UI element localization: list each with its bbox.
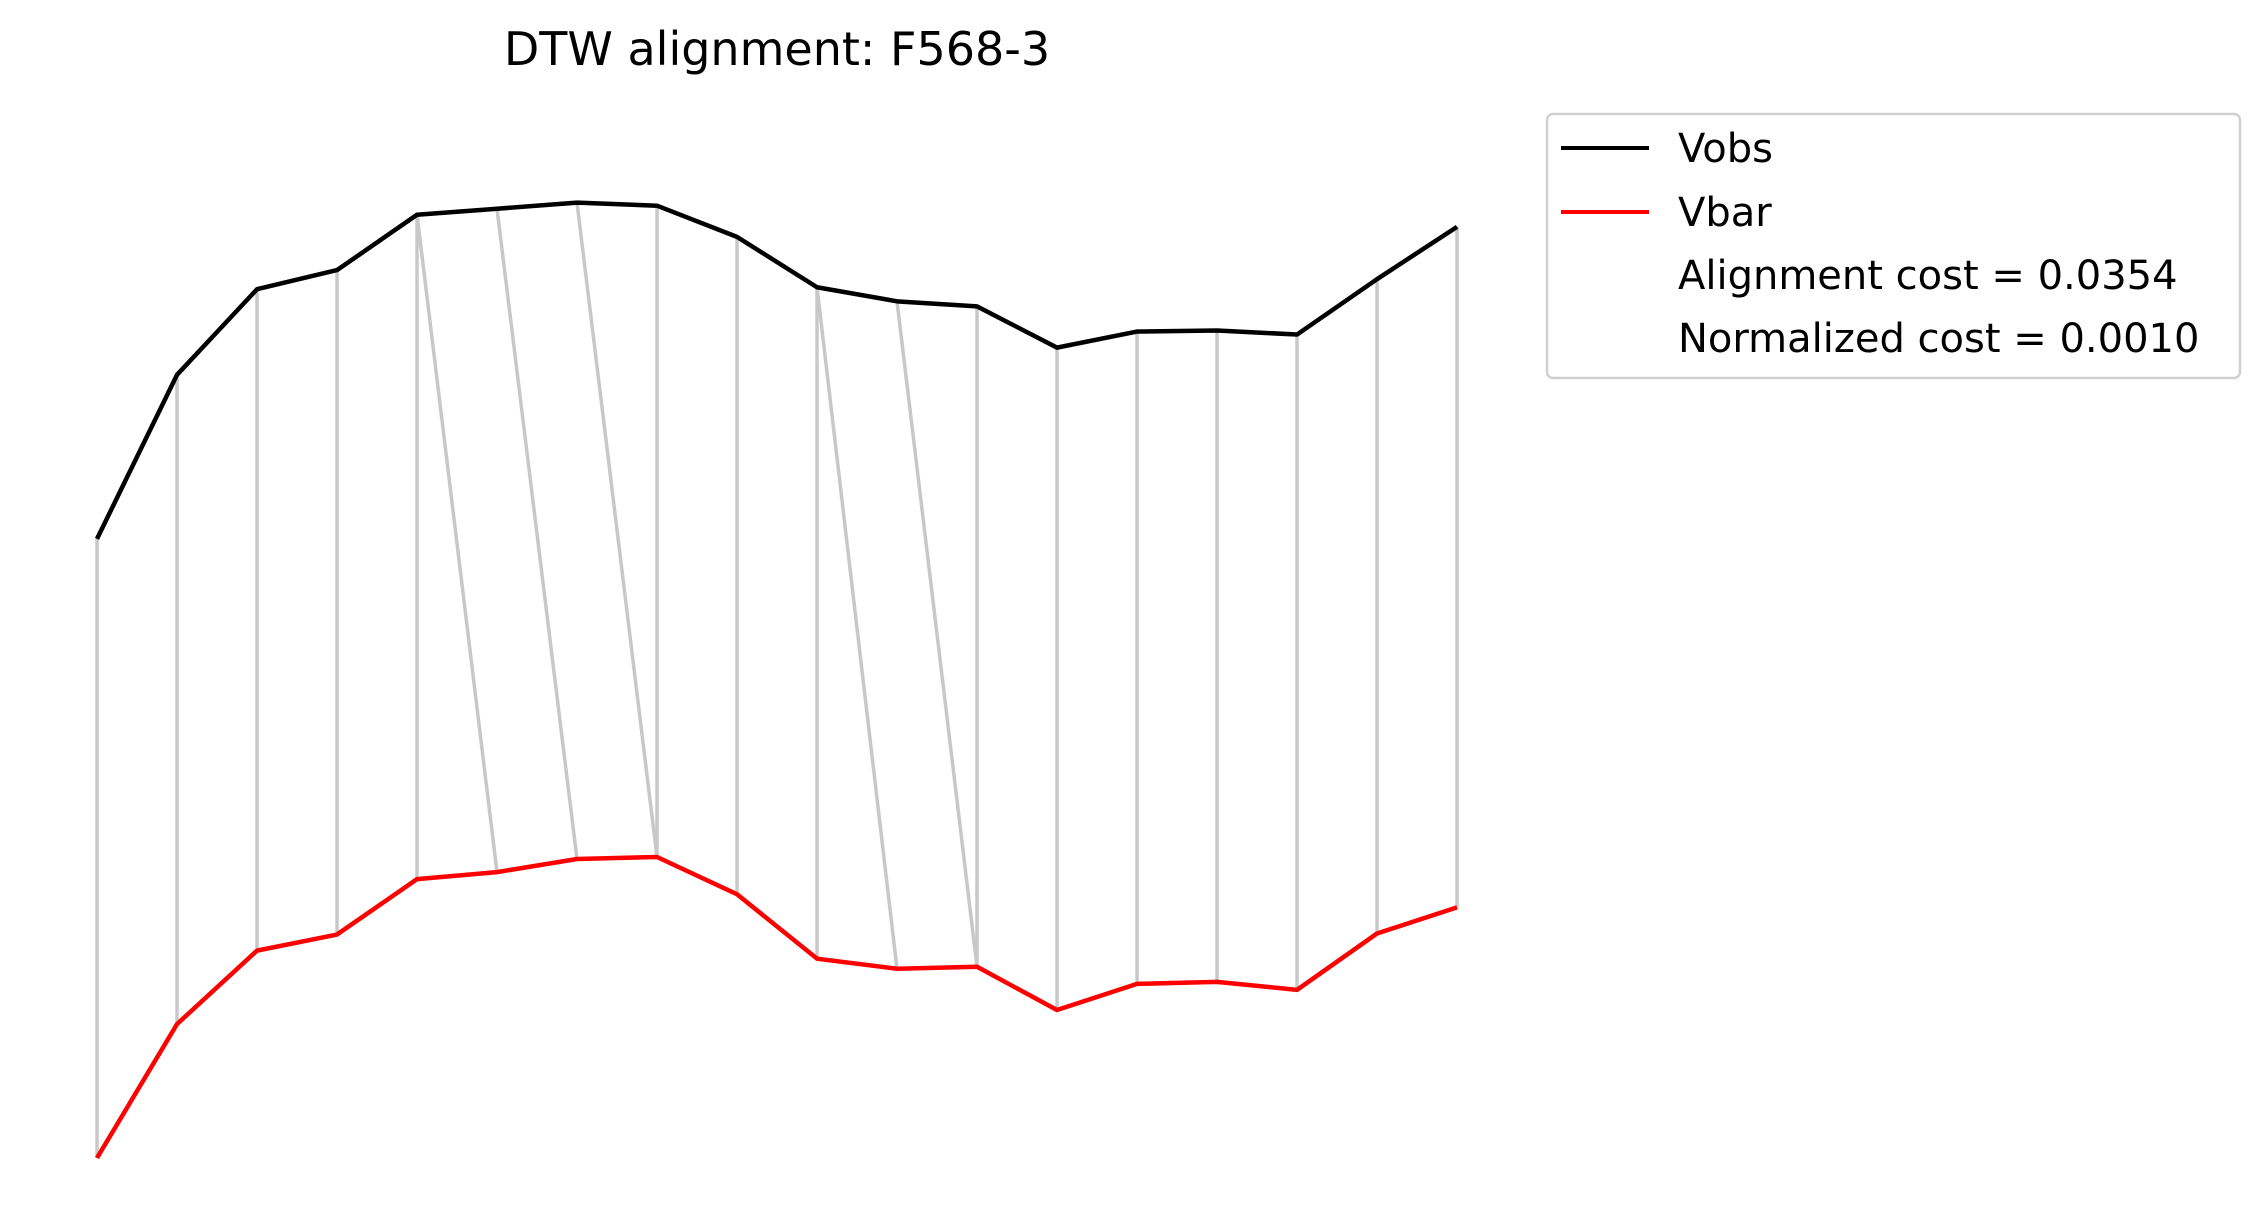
legend-normalized-cost: Normalized cost = 0.0010 bbox=[1678, 316, 2199, 362]
series-lines bbox=[94, 200, 1459, 1160]
series-line-vbar bbox=[95, 854, 1458, 1160]
legend-frame bbox=[1545, 112, 2242, 380]
alignment-lines bbox=[95, 202, 1459, 1158]
legend-label-vbar: Vbar bbox=[1678, 190, 1772, 236]
alignment-line-9-10 bbox=[815, 287, 899, 969]
legend: Vobs Vbar Alignment cost = 0.0354 Normal… bbox=[1545, 112, 2242, 380]
legend-label-vobs: Vobs bbox=[1678, 126, 1773, 172]
legend-alignment-cost: Alignment cost = 0.0354 bbox=[1678, 253, 2178, 299]
alignment-line-5-6 bbox=[495, 208, 579, 860]
alignment-line-10-11 bbox=[895, 301, 979, 967]
alignment-line-4-5 bbox=[415, 214, 499, 873]
alignment-line-6-7 bbox=[575, 202, 659, 858]
series-line-vobs bbox=[94, 200, 1459, 540]
chart-title: DTW alignment: F568-3 bbox=[504, 22, 1050, 76]
